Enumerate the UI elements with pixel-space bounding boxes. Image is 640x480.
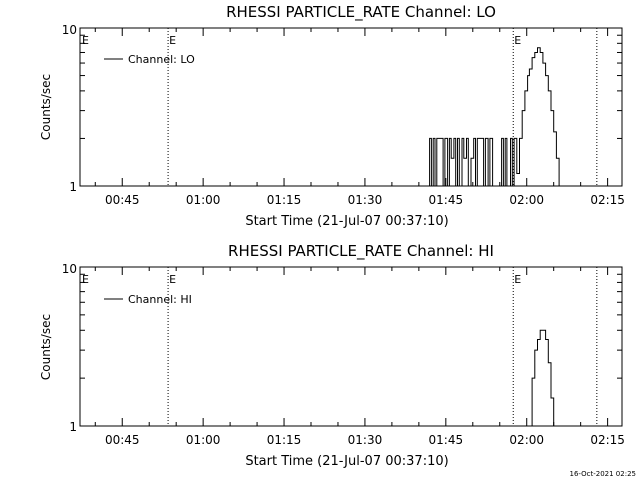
- x-tick-label: 01:45: [429, 193, 464, 207]
- y-tick-label-top: 10: [62, 262, 77, 276]
- x-tick-label: 00:45: [105, 193, 140, 207]
- x-tick-label: 01:15: [267, 193, 302, 207]
- x-tick-label: 01:00: [186, 193, 221, 207]
- x-tick-label: 01:00: [186, 433, 221, 447]
- x-tick-label: 00:45: [105, 433, 140, 447]
- x-tick-label: 02:15: [590, 433, 625, 447]
- x-tick-label: 01:45: [429, 433, 464, 447]
- series-line: [427, 47, 562, 187]
- x-tick-label: 01:15: [267, 433, 302, 447]
- plot-frame: [79, 27, 623, 187]
- x-tick-label: 02:00: [509, 433, 544, 447]
- event-start-label: E: [82, 273, 89, 286]
- legend: Channel: LO: [104, 53, 195, 66]
- event-marker-label: E: [514, 34, 521, 47]
- event-marker-label: E: [169, 34, 176, 47]
- y-axis-label: Counts/sec: [39, 74, 53, 140]
- event-marker-label: E: [169, 273, 176, 286]
- legend-label: Channel: HI: [128, 293, 192, 306]
- hi-channel-panel: RHESSI PARTICLE_RATE Channel: HI Counts/…: [39, 242, 625, 469]
- x-axis-label: Start Time (21-Jul-07 00:37:10): [245, 214, 448, 229]
- x-tick-label: 02:00: [509, 193, 544, 207]
- chart-title: RHESSI PARTICLE_RATE Channel: LO: [226, 3, 496, 22]
- x-axis-label: Start Time (21-Jul-07 00:37:10): [245, 454, 448, 469]
- x-tick-label: 01:30: [348, 193, 383, 207]
- plot-frame: [79, 266, 623, 427]
- x-tick-label: 02:15: [590, 193, 625, 207]
- y-axis-label: Counts/sec: [39, 314, 53, 380]
- lo-channel-panel: RHESSI PARTICLE_RATE Channel: LO Counts/…: [39, 3, 625, 229]
- footer-timestamp: 16-Oct-2021 02:25: [570, 470, 636, 478]
- x-tick-label: 01:30: [348, 433, 383, 447]
- event-marker-label: E: [514, 273, 521, 286]
- legend-label: Channel: LO: [128, 53, 195, 66]
- y-tick-label-bottom: 1: [69, 180, 77, 194]
- legend: Channel: HI: [104, 293, 192, 306]
- event-start-label: E: [82, 34, 89, 47]
- series-line: [529, 329, 555, 427]
- y-tick-label-top: 10: [62, 23, 77, 37]
- y-tick-label-bottom: 1: [69, 420, 77, 434]
- chart-title: RHESSI PARTICLE_RATE Channel: HI: [228, 242, 494, 261]
